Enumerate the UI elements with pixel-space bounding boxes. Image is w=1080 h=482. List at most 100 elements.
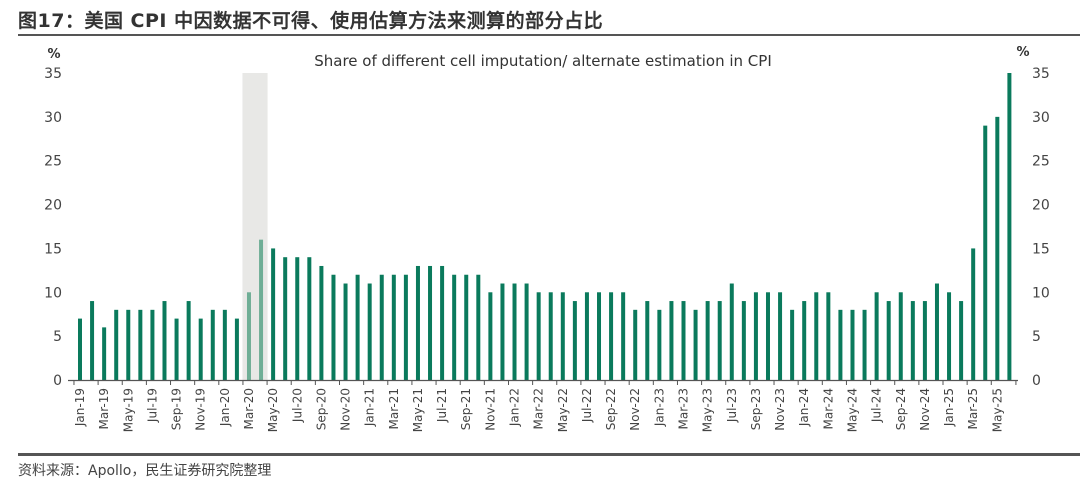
bar-May-24 bbox=[850, 309, 855, 380]
bar-Oct-21 bbox=[476, 274, 481, 380]
bar-Aug-19 bbox=[162, 301, 167, 380]
x-tick-label: Mar-22 bbox=[532, 388, 546, 429]
bar-Oct-19 bbox=[186, 301, 191, 380]
bar-Aug-21 bbox=[452, 274, 457, 380]
bar-Feb-23 bbox=[669, 301, 674, 380]
bar-Feb-19 bbox=[90, 301, 95, 380]
bar-Mar-19 bbox=[102, 327, 107, 380]
bar-Oct-23 bbox=[765, 292, 770, 380]
x-tick-label: May-19 bbox=[121, 388, 135, 432]
x-axis-ticks bbox=[73, 380, 1017, 385]
x-tick-label: Nov-23 bbox=[773, 388, 787, 431]
y-tick-label-left: 15 bbox=[44, 241, 62, 257]
x-tick-label: Nov-20 bbox=[339, 388, 353, 431]
bar-May-22 bbox=[560, 292, 565, 380]
bar-Nov-20 bbox=[343, 283, 348, 380]
bar-Dec-21 bbox=[500, 283, 505, 380]
bar-Aug-22 bbox=[597, 292, 602, 380]
bar-Mar-24 bbox=[826, 292, 831, 380]
bar-Apr-21 bbox=[403, 274, 408, 380]
bar-Jul-22 bbox=[584, 292, 589, 380]
y-tick-label-left: 35 bbox=[44, 66, 62, 82]
y-tick-label-left: 30 bbox=[44, 110, 62, 126]
bar-Jan-20 bbox=[222, 309, 227, 380]
bar-Feb-21 bbox=[379, 274, 384, 380]
x-tick-label: Sep-20 bbox=[314, 388, 328, 430]
bar-Mar-22 bbox=[536, 292, 541, 380]
source-note: 资料来源：Apollo，民生证券研究院整理 bbox=[18, 463, 272, 479]
x-tick-label: Mar-25 bbox=[966, 388, 980, 429]
x-tick-label: Jan-23 bbox=[652, 388, 666, 427]
bar-Oct-22 bbox=[621, 292, 626, 380]
x-tick-label: Jul-19 bbox=[145, 388, 159, 423]
x-tick-label: Mar-19 bbox=[97, 388, 111, 429]
bar-Jan-19 bbox=[78, 318, 82, 380]
bar-Dec-24 bbox=[934, 283, 939, 380]
x-tick-label: Mar-21 bbox=[387, 388, 401, 429]
bar-Oct-20 bbox=[331, 274, 336, 380]
bar-Sep-24 bbox=[898, 292, 903, 380]
bar-Jul-23 bbox=[729, 283, 734, 380]
bar-Apr-19 bbox=[114, 309, 119, 380]
x-tick-label: Nov-19 bbox=[194, 388, 208, 431]
x-tick-label: Mar-24 bbox=[821, 388, 835, 429]
bar-Feb-25 bbox=[959, 301, 964, 380]
x-tick-label: Sep-23 bbox=[749, 388, 763, 430]
bar-Dec-19 bbox=[210, 309, 215, 380]
title-divider bbox=[18, 34, 1080, 36]
bar-Nov-24 bbox=[922, 301, 927, 380]
bar-Nov-19 bbox=[198, 318, 203, 380]
footer-divider bbox=[18, 453, 1080, 456]
x-tick-label: May-25 bbox=[990, 388, 1004, 432]
bar-Dec-20 bbox=[355, 274, 360, 380]
bar-Jun-21 bbox=[428, 265, 433, 380]
y-tick-label-right: 0 bbox=[1032, 373, 1041, 389]
bar-Feb-24 bbox=[814, 292, 819, 380]
x-tick-label: Nov-24 bbox=[918, 388, 932, 431]
y-tick-label-left: 5 bbox=[53, 329, 62, 345]
bars-group bbox=[78, 73, 1012, 380]
bar-Jul-21 bbox=[440, 265, 445, 380]
x-tick-label: Jan-24 bbox=[797, 388, 811, 427]
x-tick-label: Nov-21 bbox=[483, 388, 497, 431]
bar-May-23 bbox=[705, 301, 710, 380]
x-tick-label: Mar-23 bbox=[677, 388, 691, 429]
bar-Jun-22 bbox=[572, 301, 577, 380]
bar-Dec-23 bbox=[790, 309, 795, 380]
bar-Jan-22 bbox=[512, 283, 517, 380]
x-tick-label: Sep-22 bbox=[604, 388, 618, 430]
bar-Feb-22 bbox=[524, 283, 529, 380]
bar-Jun-19 bbox=[138, 309, 143, 380]
x-tick-label: May-20 bbox=[266, 388, 280, 432]
x-tick-label: Jan-21 bbox=[363, 388, 377, 427]
x-tick-label: Sep-19 bbox=[170, 388, 184, 430]
bar-Jul-24 bbox=[874, 292, 879, 380]
bar-Dec-22 bbox=[645, 301, 650, 380]
bar-May-19 bbox=[126, 309, 131, 380]
y-axis-left: 0 5 10 15 20 25 30 35 bbox=[44, 66, 62, 389]
x-tick-label: Sep-24 bbox=[894, 388, 908, 430]
x-axis-labels: Jan-19 Mar-19 May-19 Jul-19 Sep-19 Nov-19 Jan-… bbox=[73, 388, 1004, 432]
shaded-period-band bbox=[242, 73, 268, 380]
x-tick-label: Jan-25 bbox=[942, 388, 956, 427]
x-tick-label: Jul-20 bbox=[290, 388, 304, 423]
x-tick-label: Jan-20 bbox=[218, 388, 232, 427]
bar-Apr-22 bbox=[548, 292, 553, 380]
bar-Mar-25 bbox=[971, 248, 976, 380]
bar-Jun-23 bbox=[717, 301, 722, 380]
x-tick-label: Nov-22 bbox=[628, 388, 642, 431]
bar-Jan-25 bbox=[947, 292, 952, 380]
bar-Sep-23 bbox=[753, 292, 758, 380]
x-tick-label: May-22 bbox=[556, 388, 570, 432]
y-tick-label-left: 0 bbox=[53, 373, 62, 389]
bar-Oct-24 bbox=[910, 301, 915, 380]
bar-Sep-19 bbox=[174, 318, 179, 380]
y-tick-label-left: 20 bbox=[44, 198, 62, 214]
y-tick-label-right: 25 bbox=[1032, 154, 1050, 170]
x-tick-label: May-24 bbox=[845, 388, 859, 432]
bar-Nov-23 bbox=[778, 292, 783, 380]
bar-Feb-20 bbox=[234, 318, 239, 380]
y-tick-label-right: 10 bbox=[1032, 285, 1050, 301]
bar-Aug-23 bbox=[741, 301, 746, 380]
